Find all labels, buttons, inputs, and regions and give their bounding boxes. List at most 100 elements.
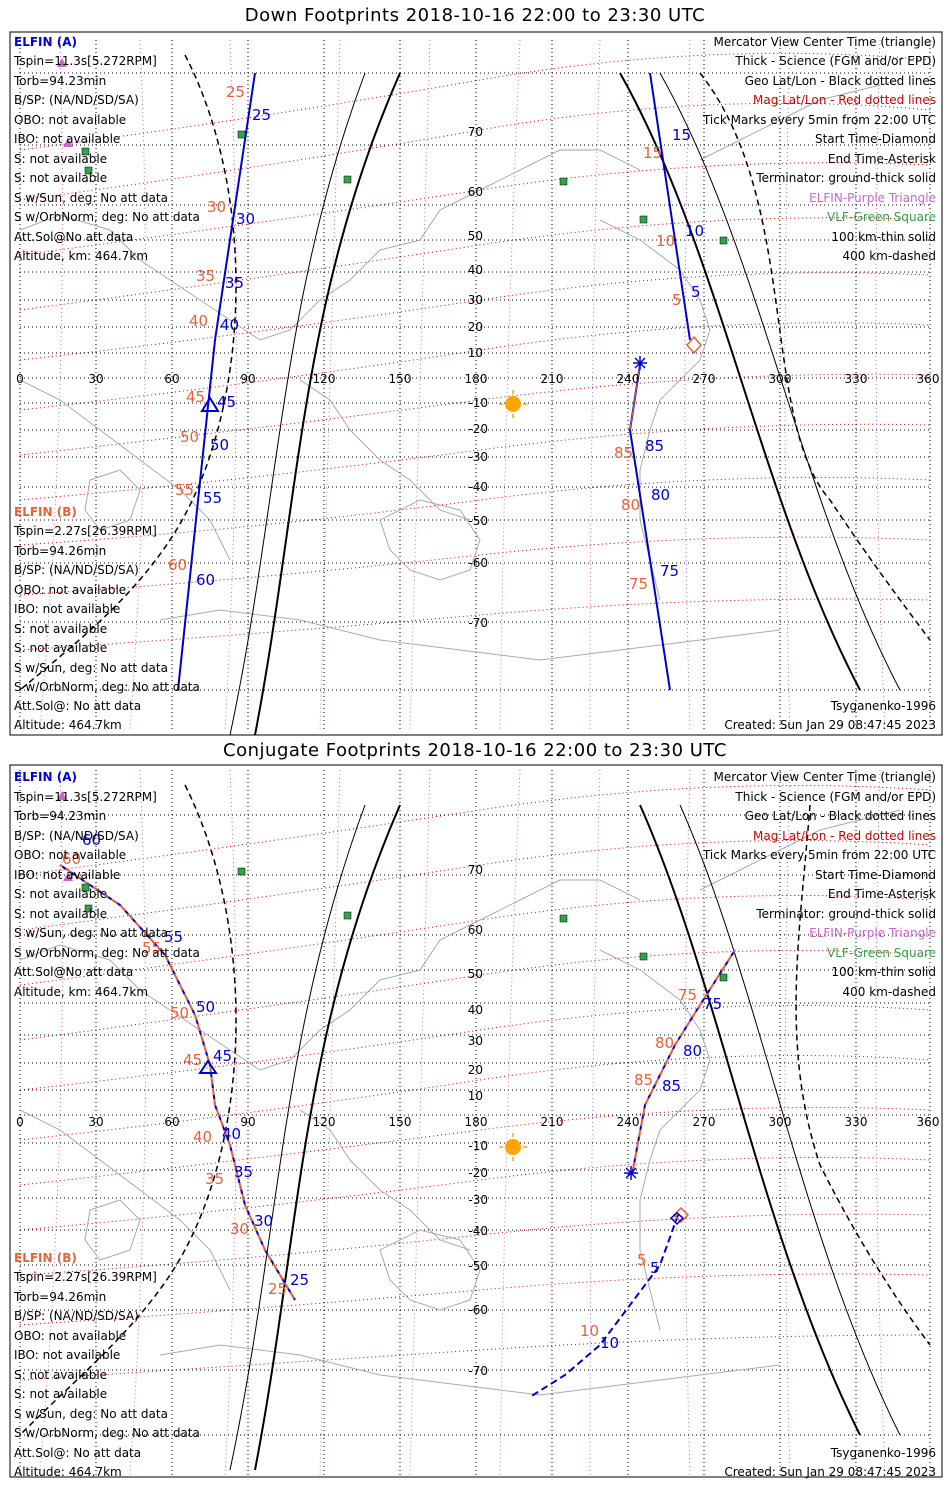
svg-text:25: 25 [252, 106, 271, 124]
svg-text:5: 5 [672, 291, 682, 309]
svg-text:Start Time-Diamond: Start Time-Diamond [815, 132, 936, 146]
svg-text:400 km-dashed: 400 km-dashed [842, 985, 936, 999]
svg-text:90: 90 [240, 372, 255, 386]
svg-text:S: not available: S: not available [14, 622, 107, 636]
coastlines [19, 809, 901, 1396]
lat-tick-labels-0: 70 60 50 40 30 20 10 -10 -20 -30 -40 -50… [468, 125, 488, 630]
svg-text:180: 180 [465, 372, 488, 386]
mag-lon-lines [39, 39, 886, 731]
svg-text:Att.Sol@: No att data: Att.Sol@: No att data [14, 1446, 141, 1460]
vlf-square [81, 147, 90, 156]
svg-text:-40: -40 [468, 1224, 488, 1238]
svg-text:Mag Lat/Lon - Red dotted lines: Mag Lat/Lon - Red dotted lines [753, 829, 936, 843]
svg-text:Torb=94.26min: Torb=94.26min [13, 1290, 106, 1304]
svg-text:50: 50 [468, 967, 483, 981]
svg-text:60: 60 [196, 571, 215, 589]
sun-icon [505, 396, 521, 412]
svg-text:-20: -20 [468, 1166, 488, 1180]
svg-text:45: 45 [217, 393, 236, 411]
svg-text:OBO: not available: OBO: not available [14, 1329, 126, 1343]
svg-text:210: 210 [541, 372, 564, 386]
svg-text:360: 360 [917, 1115, 940, 1129]
svg-text:150: 150 [389, 1115, 412, 1129]
svg-text:30: 30 [468, 1034, 483, 1048]
svg-text:60: 60 [468, 923, 483, 937]
terminator-lines [19, 784, 931, 1471]
elfin-a-track-1 [177, 72, 691, 691]
center-time-triangle [200, 396, 220, 412]
svg-text:30: 30 [207, 198, 226, 216]
elfin-purple-triangle [63, 872, 73, 881]
svg-text:75: 75 [678, 986, 697, 1004]
svg-text:330: 330 [845, 1115, 868, 1129]
svg-text:50: 50 [196, 998, 215, 1016]
svg-text:15: 15 [643, 144, 662, 162]
svg-text:0: 0 [16, 372, 24, 386]
track-labels-a: 60 55 50 45 40 35 30 25 75 80 85 5 10 [82, 831, 722, 1352]
svg-text:S w/Sun, deg: No att data: S w/Sun, deg: No att data [14, 926, 168, 940]
svg-text:40: 40 [468, 263, 483, 277]
svg-text:85: 85 [614, 444, 633, 462]
svg-text:30: 30 [230, 1220, 249, 1238]
terminator-lines [19, 54, 931, 736]
svg-text:IBO: not available: IBO: not available [14, 602, 120, 616]
map-frame [9, 31, 943, 736]
svg-text:ELFIN (A): ELFIN (A) [14, 35, 77, 49]
svg-text:Torb=94.26min: Torb=94.26min [13, 544, 106, 558]
svg-text:S: not available: S: not available [14, 171, 107, 185]
svg-text:300: 300 [769, 372, 792, 386]
svg-text:Altitude, km: 464.7km: Altitude, km: 464.7km [14, 249, 148, 263]
elfin-b-info: ELFIN (B) Tspin=2.27s[26.39RPM] Torb=94.… [13, 1251, 200, 1479]
svg-text:25: 25 [226, 83, 245, 101]
end-time-asterisk [633, 356, 647, 370]
svg-text:-40: -40 [468, 480, 488, 494]
elfin-purple-triangle [63, 138, 73, 147]
svg-text:-20: -20 [468, 422, 488, 436]
svg-text:B/SP: (NA/ND/SD/SA): B/SP: (NA/ND/SD/SA) [14, 563, 139, 577]
svg-text:Tspin=11.3s[5.272RPM]: Tspin=11.3s[5.272RPM] [13, 790, 157, 804]
svg-text:Att.Sol@: No att data: Att.Sol@: No att data [14, 699, 141, 713]
svg-text:45: 45 [183, 1051, 202, 1069]
lon-tick-labels-1: 0 30 60 90 120 150 180 210 240 270 300 3… [16, 1115, 939, 1129]
svg-text:Tspin=11.3s[5.272RPM]: Tspin=11.3s[5.272RPM] [13, 54, 157, 68]
svg-text:ELFIN (B): ELFIN (B) [14, 505, 77, 519]
svg-text:-10: -10 [468, 1139, 488, 1153]
svg-text:S: not available: S: not available [14, 1368, 107, 1382]
end-time-asterisk [624, 1166, 638, 1180]
svg-text:55: 55 [142, 939, 161, 957]
svg-text:70: 70 [468, 863, 483, 877]
svg-text:Altitude: 464.7km: Altitude: 464.7km [14, 718, 122, 732]
svg-text:Tick Marks every 5min from 22:: Tick Marks every 5min from 22:00 UTC [702, 848, 936, 862]
svg-text:Att.Sol@No att data: Att.Sol@No att data [14, 230, 133, 244]
track-labels-b: 60 55 50 45 40 35 30 25 75 80 85 5 10 [62, 850, 697, 1340]
svg-text:S w/OrbNorm, deg: No att data: S w/OrbNorm, deg: No att data [14, 1426, 200, 1440]
svg-text:S: not available: S: not available [14, 1387, 107, 1401]
elfin-a-info: ELFIN (A) Tspin=11.3s[5.272RPM] Torb=94.… [13, 770, 200, 999]
vlf-square [81, 883, 90, 892]
svg-text:Altitude, km: 464.7km: Altitude, km: 464.7km [14, 985, 148, 999]
svg-text:IBO: not available: IBO: not available [14, 868, 120, 882]
svg-text:270: 270 [693, 372, 716, 386]
sun-icon [505, 1139, 521, 1155]
svg-text:Thick - Science (FGM and/or EP: Thick - Science (FGM and/or EPD) [734, 54, 936, 68]
svg-text:30: 30 [468, 293, 483, 307]
svg-text:IBO: not available: IBO: not available [14, 1348, 120, 1362]
svg-text:Torb=94.23min: Torb=94.23min [13, 74, 106, 88]
svg-text:S w/OrbNorm, deg: No att data: S w/OrbNorm, deg: No att data [14, 210, 200, 224]
svg-text:Thick - Science (FGM and/or EP: Thick - Science (FGM and/or EPD) [734, 790, 936, 804]
svg-text:45: 45 [213, 1047, 232, 1065]
svg-text:OBO: not available: OBO: not available [14, 848, 126, 862]
svg-text:S w/Sun, deg: No att data: S w/Sun, deg: No att data [14, 661, 168, 675]
svg-text:55: 55 [175, 481, 194, 499]
svg-text:Mercator View Center Time (tri: Mercator View Center Time (triangle) [714, 770, 936, 784]
svg-text:360: 360 [917, 372, 940, 386]
svg-text:40: 40 [222, 1125, 241, 1143]
svg-text:Tsyganenko-1996: Tsyganenko-1996 [830, 699, 936, 713]
svg-text:VLF-Green Square: VLF-Green Square [827, 946, 936, 960]
svg-text:35: 35 [225, 274, 244, 292]
svg-text:S w/OrbNorm, deg: No att data: S w/OrbNorm, deg: No att data [14, 680, 200, 694]
svg-text:30: 30 [88, 372, 103, 386]
geo-grid [19, 770, 931, 1475]
